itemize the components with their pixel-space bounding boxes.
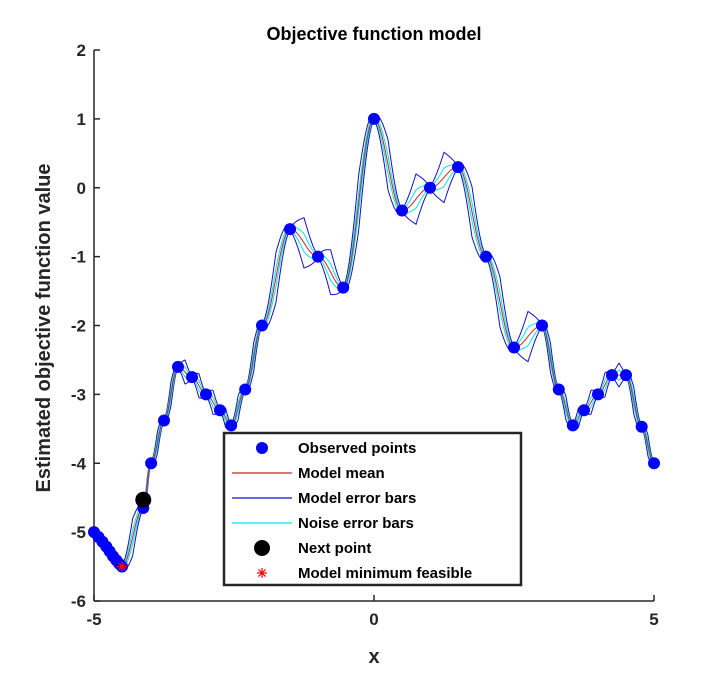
observed-point	[592, 388, 604, 401]
observed-point	[606, 369, 618, 382]
y-tick-label: 0	[77, 179, 86, 198]
observed-point	[396, 204, 408, 217]
observed-point	[145, 457, 158, 470]
observed-point	[552, 383, 565, 396]
legend-entry-model_error: Model error bars	[232, 490, 416, 507]
legend-entry-observed: Observed points	[256, 440, 416, 457]
y-tick-label: -2	[71, 317, 86, 336]
observed-point	[256, 319, 268, 332]
observed-point	[566, 419, 579, 432]
observed-point	[312, 250, 324, 263]
legend-entry-minimum: Model minimum feasible	[257, 565, 472, 582]
observed-point	[368, 112, 380, 125]
x-tick-label: -5	[86, 610, 101, 629]
x-tick-label: 0	[369, 610, 378, 629]
legend-entry-next_point: Next point	[254, 540, 371, 557]
observed-point	[620, 369, 632, 382]
legend-label: Noise error bars	[298, 515, 414, 532]
x-axis-label: x	[368, 646, 379, 668]
legend-swatch	[257, 568, 267, 578]
observed-point	[337, 281, 350, 294]
y-tick-label: -3	[71, 385, 86, 404]
observed-point	[452, 161, 464, 174]
observed-point	[214, 404, 226, 417]
special-markers	[117, 491, 152, 572]
observed-point	[578, 404, 590, 417]
y-tick-label: 1	[77, 110, 86, 129]
observed-point	[508, 341, 520, 354]
legend-label: Observed points	[298, 440, 416, 457]
chart-title: Objective function model	[266, 24, 481, 44]
model-minimum-marker	[117, 561, 127, 572]
legend-entry-noise_error: Noise error bars	[232, 515, 414, 532]
observed-point	[158, 414, 170, 427]
observed-point	[239, 383, 252, 396]
observed-point	[284, 223, 296, 236]
y-tick-label: -5	[71, 523, 86, 542]
legend-entry-model_mean: Model mean	[232, 465, 385, 482]
axes: 210-1-2-3-4-5-6-5 0 5	[71, 41, 659, 629]
y-tick-label: -6	[71, 592, 86, 611]
y-tick-label: -1	[71, 248, 86, 267]
observed-point	[424, 181, 436, 194]
observed-point	[480, 250, 492, 263]
observed-point	[172, 360, 184, 373]
observed-point	[225, 419, 238, 432]
observed-point	[200, 388, 212, 401]
x-tick-label: 5	[649, 610, 658, 629]
y-tick-label: -4	[71, 454, 87, 473]
observed-point	[536, 319, 548, 332]
legend: Observed points Model mean Model error bar…	[222, 431, 523, 587]
legend-label: Model mean	[298, 465, 385, 482]
legend-box	[222, 431, 523, 587]
observed-point	[186, 371, 198, 384]
y-tick-label: 2	[77, 41, 86, 60]
legend-label: Model error bars	[298, 490, 416, 507]
observed-point	[648, 457, 660, 470]
y-axis-label: Estimated objective function value	[33, 164, 55, 493]
next-point-marker	[135, 491, 152, 508]
legend-swatch	[256, 442, 268, 454]
observed-point	[635, 420, 648, 433]
legend-label: Next point	[298, 540, 371, 557]
legend-swatch	[254, 540, 270, 556]
legend-label: Model minimum feasible	[298, 565, 472, 582]
